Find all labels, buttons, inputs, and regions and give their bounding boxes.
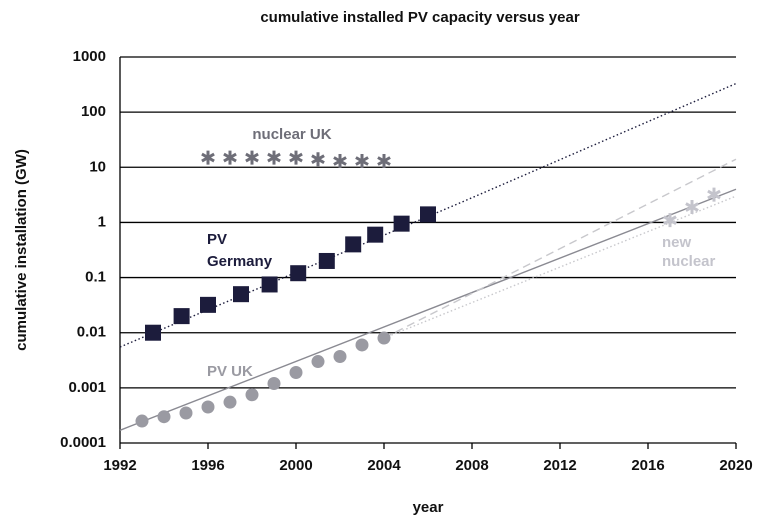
marker [663, 213, 677, 228]
marker [233, 286, 249, 303]
marker [145, 324, 161, 341]
x-tick-label: 2008 [455, 457, 488, 474]
marker [289, 150, 303, 165]
trend-line [383, 158, 737, 339]
marker [223, 150, 237, 165]
marker [355, 154, 369, 169]
y-tick-label: 100 [81, 103, 106, 120]
trend-line [119, 188, 737, 431]
marker [367, 226, 384, 243]
x-tick-label: 1996 [191, 457, 224, 474]
marker [200, 296, 216, 313]
x-axis-label: year [413, 499, 444, 516]
marker [267, 376, 281, 390]
marker [355, 338, 369, 352]
x-tick-label: 1992 [103, 457, 136, 474]
marker [179, 406, 193, 420]
marker [201, 400, 215, 414]
marker [311, 355, 325, 369]
series-label: Germany [207, 253, 273, 270]
x-tick-label: 2020 [719, 457, 752, 474]
marker [377, 331, 391, 345]
marker [245, 150, 259, 165]
trend-line [383, 195, 737, 339]
marker [245, 388, 259, 402]
x-tick-label: 2004 [367, 457, 401, 474]
marker [223, 395, 237, 409]
x-tick-label: 2012 [543, 457, 576, 474]
marker [290, 265, 307, 282]
y-tick-label: 0.1 [85, 269, 106, 286]
y-tick-label: 0.01 [77, 324, 106, 341]
marker [157, 410, 171, 424]
marker [267, 150, 281, 165]
x-tick-label: 2000 [279, 457, 312, 474]
y-tick-label: 10 [89, 158, 106, 175]
marker [333, 154, 347, 169]
y-tick-label: 0.0001 [60, 434, 106, 451]
marker [333, 350, 347, 364]
chart-title: cumulative installed PV capacity versus … [260, 9, 579, 26]
marker [311, 152, 325, 167]
y-tick-label: 1000 [73, 48, 106, 65]
marker [318, 252, 335, 269]
marker [707, 187, 721, 202]
marker [420, 206, 436, 223]
marker [261, 276, 278, 293]
y-tick-label: 0.001 [68, 379, 106, 396]
marker [135, 414, 149, 428]
marker [345, 236, 362, 253]
series-label: nuclear UK [252, 126, 331, 143]
series-label: PV UK [207, 363, 253, 380]
marker [377, 154, 391, 169]
marker [173, 308, 190, 325]
y-axis-label: cumulative installation (GW) [13, 149, 30, 351]
series-label: nuclear [662, 253, 716, 270]
x-tick-label: 2016 [631, 457, 664, 474]
series-label: new [662, 234, 692, 251]
series-label: PV [207, 231, 227, 248]
y-tick-label: 1 [98, 213, 106, 230]
marker [201, 150, 215, 165]
marker [685, 200, 699, 215]
marker [393, 215, 410, 232]
marker [289, 365, 303, 379]
